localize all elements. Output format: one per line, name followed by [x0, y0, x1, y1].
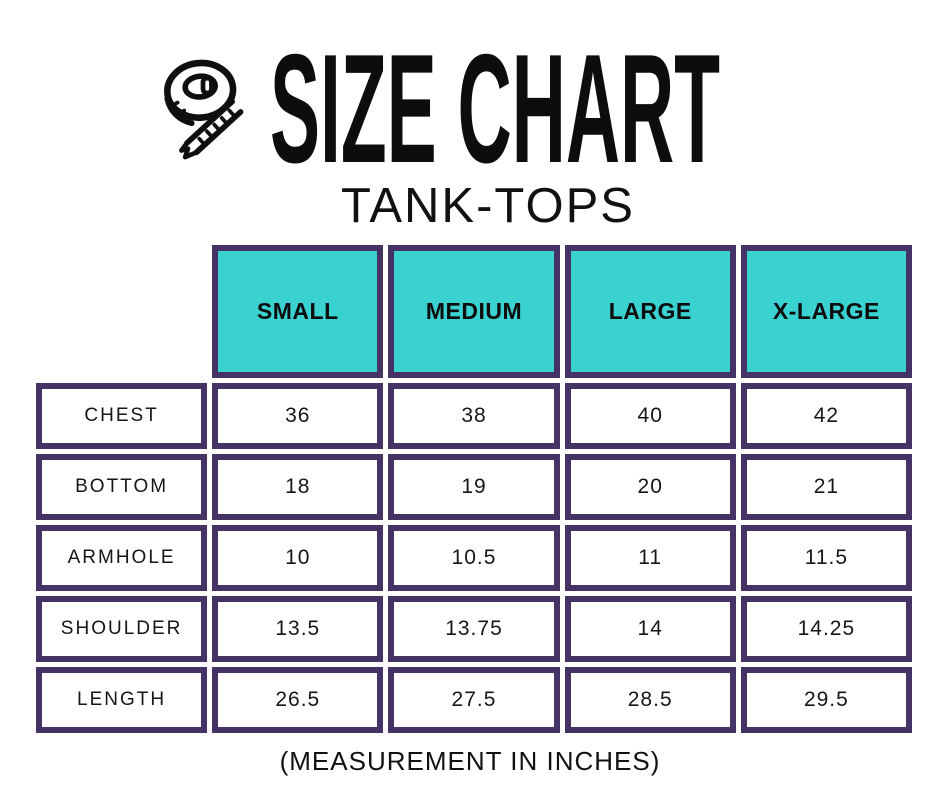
column-header-xlarge: X-LARGE — [740, 245, 912, 378]
column-header-large: LARGE — [564, 245, 736, 378]
cell-length-small: 26.5 — [212, 667, 384, 733]
page-subtitle: TANK-TOPS — [341, 179, 635, 233]
header: SIZE CHART TANK-TOPS — [0, 48, 940, 234]
cell-shoulder-medium: 13.75 — [388, 596, 560, 662]
cell-bottom-large: 20 — [564, 454, 736, 520]
cell-shoulder-large: 14 — [564, 596, 736, 662]
cell-shoulder-small: 13.5 — [212, 596, 384, 662]
cell-bottom-small: 18 — [212, 454, 384, 520]
column-header-small: SMALL — [212, 245, 384, 378]
page-title-text: SIZE CHART — [270, 48, 720, 170]
row-label-chest: CHEST — [36, 383, 208, 449]
title-row: SIZE CHART — [0, 48, 912, 170]
cell-chest-small: 36 — [212, 383, 384, 449]
cell-bottom-xlarge: 21 — [740, 454, 912, 520]
cell-armhole-small: 10 — [212, 525, 384, 591]
cell-shoulder-xlarge: 14.25 — [740, 596, 912, 662]
cell-length-xlarge: 29.5 — [740, 667, 912, 733]
table-corner-spacer — [36, 245, 207, 378]
cell-chest-medium: 38 — [388, 383, 560, 449]
row-label-bottom: BOTTOM — [36, 454, 208, 520]
measuring-tape-icon — [164, 59, 244, 160]
cell-armhole-large: 11 — [564, 525, 736, 591]
row-label-armhole: ARMHOLE — [36, 525, 208, 591]
measurement-note: (MEASUREMENT IN INCHES) — [279, 746, 661, 776]
row-label-shoulder: SHOULDER — [36, 596, 208, 662]
cell-chest-xlarge: 42 — [740, 383, 912, 449]
size-table: SMALL MEDIUM LARGE X-LARGE CHEST 36 38 4… — [36, 245, 912, 733]
cell-length-large: 28.5 — [564, 667, 736, 733]
column-header-medium: MEDIUM — [388, 245, 560, 378]
row-label-length: LENGTH — [36, 667, 208, 733]
page-title: SIZE CHART — [270, 48, 720, 170]
cell-length-medium: 27.5 — [388, 667, 560, 733]
cell-chest-large: 40 — [564, 383, 736, 449]
cell-armhole-xlarge: 11.5 — [740, 525, 912, 591]
cell-armhole-medium: 10.5 — [388, 525, 560, 591]
cell-bottom-medium: 19 — [388, 454, 560, 520]
